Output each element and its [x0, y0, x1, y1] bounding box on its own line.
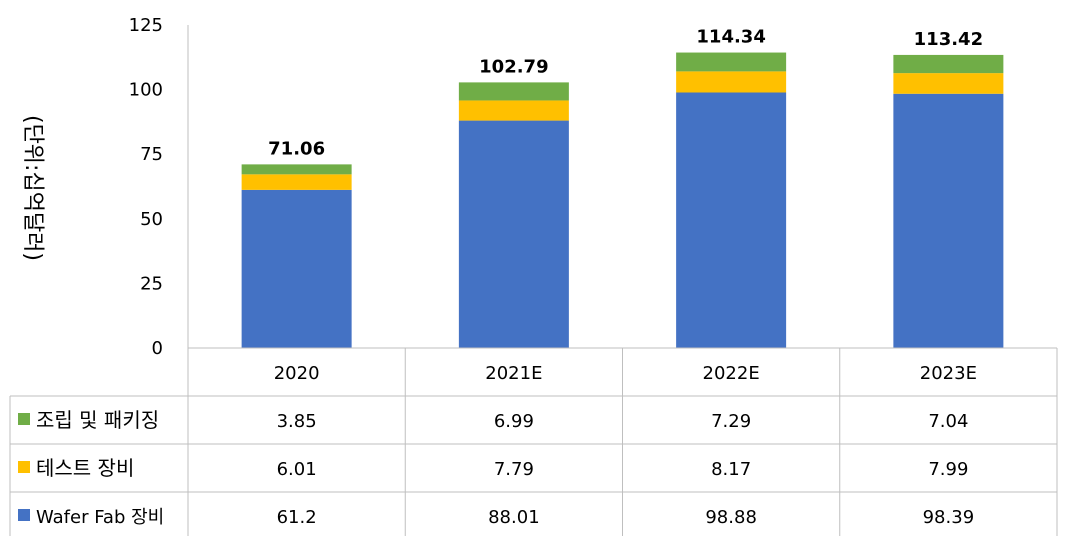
y-tick-label: 75 [140, 144, 163, 165]
y-tick-label: 50 [140, 209, 163, 230]
legend-entry: Wafer Fab 장비 [36, 507, 164, 528]
total-label: 102.79 [479, 56, 548, 77]
total-label: 71.06 [268, 138, 325, 159]
bar-segment [893, 54, 1004, 74]
bar-segment [893, 93, 1004, 348]
bar-segment [676, 52, 787, 72]
table-cell: 98.39 [923, 507, 975, 528]
y-tick-label: 100 [129, 80, 163, 101]
table-cell: 7.79 [494, 459, 534, 480]
table-cell: 7.99 [928, 459, 968, 480]
bar-segment [458, 82, 569, 101]
x-tick-label: 2021E [485, 363, 542, 384]
bar-segment [241, 164, 352, 175]
bar-segment [676, 71, 787, 93]
y-tick-label: 25 [140, 273, 163, 294]
total-label: 114.34 [696, 27, 765, 48]
bar-segment [458, 100, 569, 121]
table-cell: 98.88 [705, 507, 757, 528]
table-cell: 88.01 [488, 507, 540, 528]
table-cell: 61.2 [277, 507, 317, 528]
total-labels: 71.06 102.79 114.34 113.42 [268, 27, 983, 160]
table-cell: 6.01 [277, 459, 317, 480]
y-tick-label: 0 [152, 338, 163, 359]
y-axis-label: (단위:십억달러) [20, 115, 45, 261]
bar-segment [458, 120, 569, 349]
x-tick-label: 2022E [703, 363, 760, 384]
legend-key [18, 461, 30, 473]
bar-segment [676, 92, 787, 348]
y-axis-ticks: 0 25 50 75 100 125 [129, 15, 163, 359]
bar-segment [241, 174, 352, 190]
legend-key [18, 413, 30, 425]
table-cell: 8.17 [711, 459, 751, 480]
legend-key [18, 509, 30, 521]
bars [241, 52, 1004, 349]
x-tick-label: 2020 [274, 363, 320, 384]
table-cell: 6.99 [494, 411, 534, 432]
legend-entry: 조립 및 패키징 [36, 408, 159, 432]
legend-entry: 테스트 장비 [36, 456, 134, 480]
bar-segment [241, 189, 352, 348]
bar-segment [893, 73, 1004, 94]
total-label: 113.42 [914, 29, 983, 50]
x-tick-label: 2023E [920, 363, 977, 384]
data-table: 2020 2021E 2022E 2023E 조립 및 패키징 3.85 6.99 7.29 7… [9, 347, 1058, 536]
table-cell: 7.04 [928, 411, 968, 432]
table-cell: 3.85 [277, 411, 317, 432]
y-tick-label: 125 [129, 15, 163, 36]
table-cell: 7.29 [711, 411, 751, 432]
